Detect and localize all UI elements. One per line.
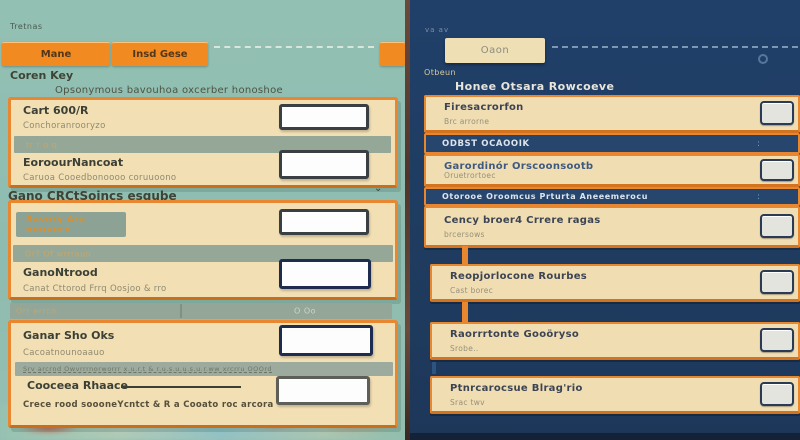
tick-mark: :	[757, 191, 761, 202]
field-label: GanoNtrood	[23, 266, 98, 279]
tab-insd-gese[interactable]: Insd Gese	[112, 42, 208, 66]
group-small-label: Otbeun	[424, 68, 456, 77]
card-connector	[462, 246, 468, 268]
tab-partial[interactable]	[380, 42, 405, 66]
text-input[interactable]	[279, 104, 369, 130]
option-sub-label: Oruetrortoec	[444, 171, 496, 180]
option-row[interactable]: Reopjorlocone Rourbes Cast borec	[430, 264, 800, 302]
option-row[interactable]: Cency broer4 Crrere ragas brcersows	[424, 206, 800, 248]
tab-row-dashed-divider	[214, 46, 374, 48]
settings-card-graphics: Savory Ara onuuorn Or? Of wrrraun GanoNt…	[8, 200, 398, 300]
option-sub-label: Cast borec	[450, 286, 494, 295]
option-label: Firesacrorfon	[444, 102, 524, 113]
option-row[interactable]: Ptnrcarocsue Blrag'rio Srac twv	[430, 376, 800, 414]
right-options-panel: va av Oaon Otbeun Honee Otsara Rowcoeve …	[410, 0, 800, 440]
ring-icon[interactable]	[758, 54, 768, 64]
field-label: Ganar Sho Oks	[23, 329, 115, 342]
option-checkbox[interactable]	[760, 159, 794, 181]
option-checkbox[interactable]	[760, 270, 794, 294]
panel-subtitle: Opsonymous bavouhoa oxcerber honoshoe	[55, 85, 283, 96]
strip-fine-print: Srv arcrnd Owvrrrnorworrr x.u.r.t & r.u.…	[23, 365, 273, 373]
navy-inset-strip	[432, 362, 800, 374]
chevron-down-icon[interactable]: ⌄	[374, 183, 383, 194]
panel-top-tiny-label: va av	[425, 26, 450, 34]
option-label: Ptnrcarocsue Blrag'rio	[450, 383, 583, 394]
option-section-header-label: ODBST OCAOOIK	[442, 138, 530, 149]
option-sub-label: brcersows	[444, 230, 485, 239]
inline-status-strip: Orr errcn O Oo	[10, 303, 392, 319]
option-label: Raorrrtonte Gooöryso	[450, 329, 580, 340]
text-input[interactable]	[279, 325, 373, 356]
option-label: Garordinór Orscoonsootb	[444, 161, 594, 172]
inline-text-field-placeholder: Or? Of wrrraun	[25, 249, 92, 258]
option-checkbox[interactable]	[760, 328, 794, 352]
option-sub-label: Brc arrorne	[444, 117, 490, 126]
panel-divider	[405, 0, 410, 440]
inline-text-field[interactable]: Or? Of wrrraun	[13, 245, 393, 262]
settings-card-shadows: Ganar Sho Oks Cacoatnounoaauo Srv arcrnd…	[8, 320, 398, 428]
field-sub-label: Caruoa Cooedbonoooo coruuoono	[23, 173, 177, 183]
option-sub-label: Srac twv	[450, 398, 485, 407]
strike-line	[121, 386, 241, 388]
field-label: EoroourNancoat	[23, 156, 124, 169]
option-checkbox[interactable]	[760, 101, 794, 125]
text-input[interactable]	[279, 209, 369, 235]
option-section-header: Otorooe Oroomcus Prturta Aneeemerocu :	[424, 187, 800, 206]
field-sub-label: Cacoatnounoaauo	[23, 348, 105, 358]
strip-divider	[180, 304, 182, 318]
inline-text-field-placeholder: tr r o q	[26, 140, 58, 149]
open-button[interactable]: Oaon	[445, 38, 545, 63]
left-settings-panel: Tretnas Mane Insd Gese Coren Key Opsonym…	[0, 0, 405, 440]
option-section-header: ODBST OCAOOIK :	[424, 133, 800, 154]
text-input[interactable]	[279, 150, 369, 179]
field-sub-label: Canat Cttorod Frrq Oosjoo & rro	[23, 284, 167, 294]
field-sub-label: Crece rood soooneYcntct & R a Cooato roc…	[23, 400, 274, 410]
option-row[interactable]: Garordinór Orscoonsootb Oruetrortoec	[424, 154, 800, 187]
card-connector	[462, 302, 468, 322]
inline-text-field[interactable]: tr r o q	[14, 136, 391, 153]
section-key-label: Coren Key	[10, 69, 74, 82]
strip-left-text: Orr errcn	[16, 306, 57, 316]
option-row[interactable]: Firesacrorfon Brc arrorne	[424, 95, 800, 133]
option-section-header-label: Otorooe Oroomcus Prturta Aneeemerocu	[442, 192, 649, 201]
text-input[interactable]	[276, 376, 370, 405]
strip-right-text: O Oo	[294, 306, 317, 316]
field-label: Cart 600/R	[23, 104, 89, 117]
option-sub-label: Srobe..	[450, 344, 479, 353]
inline-status-strip: Srv arcrnd Owvrrrnorworrr x.u.r.t & r.u.…	[15, 362, 393, 376]
field-sub-label: Conchoranrooryzo	[23, 121, 106, 131]
group-heading: Honee Otsara Rowcoeve	[455, 80, 615, 93]
option-row[interactable]: Raorrrtonte Gooöryso Srobe..	[430, 322, 800, 360]
section-graphics-header: Gano CRCtSoincs esqube	[8, 189, 177, 203]
savory-button[interactable]: Savory Ara onuuorn	[16, 212, 126, 237]
option-checkbox[interactable]	[760, 214, 794, 238]
header-dashed-divider	[552, 46, 798, 48]
panel-top-label: Tretnas	[10, 22, 43, 31]
option-checkbox[interactable]	[760, 382, 794, 406]
option-label: Cency broer4 Crrere ragas	[444, 215, 601, 226]
tab-mane[interactable]: Mane	[2, 42, 110, 66]
tick-mark: :	[757, 138, 761, 149]
settings-card-key: Cart 600/R Conchoranrooryzo tr r o q Eor…	[8, 97, 398, 188]
bottom-strip	[410, 433, 800, 440]
field-label: Cooceea Rhaace	[27, 379, 129, 392]
text-input[interactable]	[279, 259, 371, 289]
option-label: Reopjorlocone Rourbes	[450, 271, 588, 282]
